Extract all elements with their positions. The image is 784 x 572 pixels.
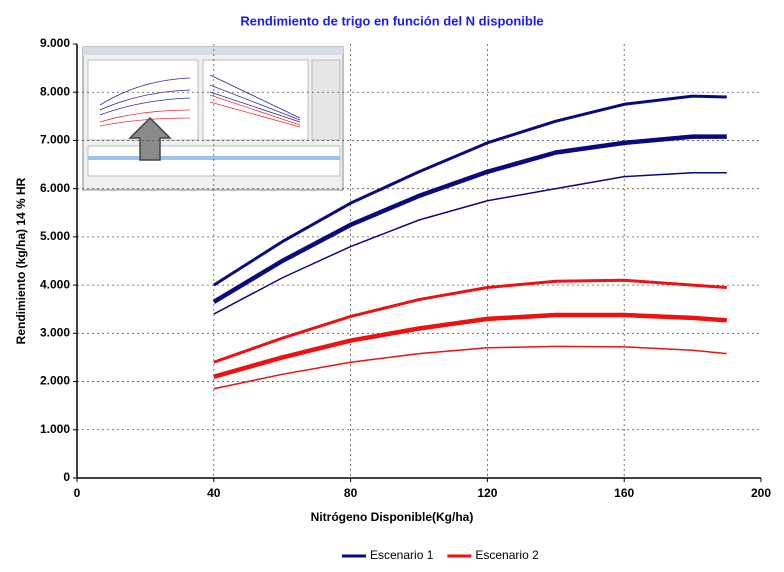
y-tick-label: 0 bbox=[63, 470, 70, 484]
y-tick-label: 2.000 bbox=[40, 374, 70, 388]
y-tick-label: 3.000 bbox=[40, 326, 70, 340]
legend-label: Escenario 1 bbox=[370, 548, 434, 562]
x-tick-label: 80 bbox=[344, 486, 358, 500]
x-tick-label: 40 bbox=[207, 486, 221, 500]
y-tick-label: 1.000 bbox=[40, 422, 70, 436]
x-tick-label: 200 bbox=[751, 486, 771, 500]
y-tick-label: 6.000 bbox=[40, 181, 70, 195]
series-line bbox=[213, 172, 727, 315]
y-tick-label: 8.000 bbox=[40, 84, 70, 98]
inset-screenshot bbox=[82, 46, 344, 191]
y-axis-label: Rendimiento (kg/ha) 14 % HR bbox=[14, 177, 28, 344]
y-tick-label: 4.000 bbox=[40, 277, 70, 291]
y-tick-label: 9.000 bbox=[40, 36, 70, 50]
x-tick-label: 0 bbox=[74, 486, 81, 500]
y-tick-label: 7.000 bbox=[40, 133, 70, 147]
series-line bbox=[212, 134, 727, 304]
series-line bbox=[213, 312, 727, 379]
legend-label: Escenario 2 bbox=[475, 548, 539, 562]
series-line bbox=[212, 94, 727, 287]
y-tick-label: 5.000 bbox=[40, 229, 70, 243]
x-axis-label: Nitrógeno Disponible(Kg/ha) bbox=[311, 510, 474, 524]
x-tick-label: 160 bbox=[614, 486, 634, 500]
series-line bbox=[213, 278, 727, 364]
chart-title: Rendimiento de trigo en función del N di… bbox=[240, 13, 543, 28]
series-line bbox=[213, 345, 727, 390]
x-tick-label: 120 bbox=[477, 486, 497, 500]
